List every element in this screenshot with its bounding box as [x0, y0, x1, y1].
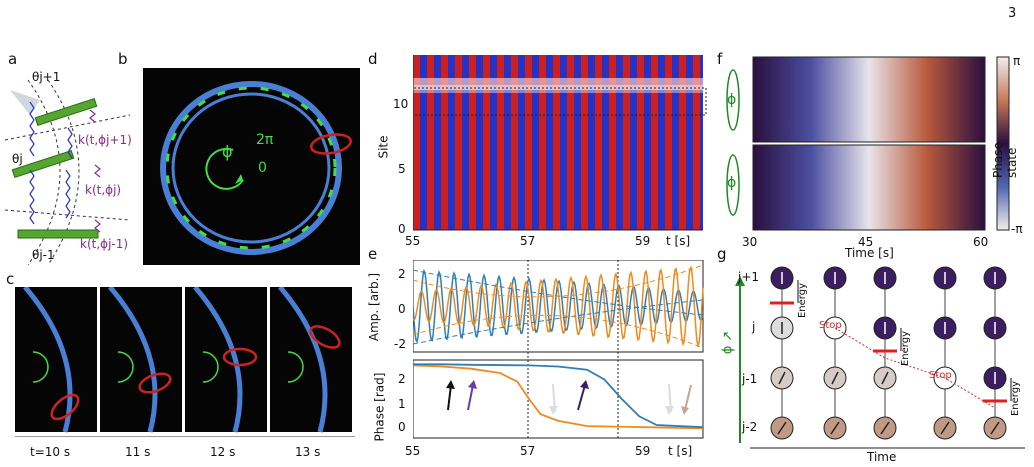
- f-cbar-bottom: -π: [1011, 222, 1023, 236]
- g-stop-1: Stop: [819, 320, 842, 331]
- e-bottom-ytick-0: 0: [398, 420, 406, 434]
- d-xunit: t [s]: [666, 234, 691, 248]
- panel-b-ring-photo: [143, 68, 360, 265]
- f-cbar-label: Phase state: [991, 142, 1019, 178]
- panel-a-schematic: [4, 79, 131, 266]
- e-top-ytick-m2: -2: [394, 337, 406, 351]
- phase-series-1: [413, 363, 704, 429]
- theta-j-minus-1: θj-1: [32, 248, 55, 262]
- force-j-plus-1: k(t,ϕj+1): [78, 133, 132, 147]
- theta-j: θj: [12, 152, 23, 166]
- ring-zero: 0: [258, 160, 267, 176]
- force-j-minus-1: k(t,ϕj-1): [80, 237, 129, 251]
- g-phi-axis: ϕ ↗: [720, 330, 736, 355]
- g-ylabel-j: j: [752, 320, 756, 334]
- d-xtick-55: 55: [405, 234, 421, 248]
- g-xlabel: Time: [867, 450, 897, 464]
- e-xtick-57: 57: [520, 444, 536, 458]
- d-ylabel: Site: [376, 135, 391, 159]
- e-xunit: t [s]: [668, 444, 693, 458]
- rod-j-minus-1: [17, 229, 99, 239]
- page-number: 3: [1008, 6, 1017, 21]
- rod-j: [11, 149, 75, 179]
- panel-f-heatmaps: [726, 56, 1010, 231]
- f-cbar-top: π: [1013, 54, 1021, 68]
- e-xtick-59: 59: [635, 444, 651, 458]
- e-bottom-ylabel: Phase [rad]: [372, 372, 387, 442]
- panel-label-d: d: [368, 50, 378, 68]
- f-phi-top: ϕ: [727, 92, 737, 108]
- g-energy-1: Energy: [797, 282, 809, 319]
- panel-label-a: a: [8, 50, 18, 68]
- f-xtick-60: 60: [973, 235, 989, 249]
- phase-series-0: [413, 364, 704, 430]
- g-ylabel-j-plus-1: j+1: [738, 270, 760, 284]
- snapshot-time-2: 12 s: [210, 445, 236, 459]
- f-xlabel: Time [s]: [845, 246, 894, 260]
- e-top-ytick-0: 0: [398, 302, 406, 316]
- panel-label-f: f: [717, 50, 723, 68]
- d-xtick-57: 57: [520, 234, 536, 248]
- panel-label-c: c: [6, 270, 15, 288]
- f-xtick-45: 45: [858, 235, 874, 249]
- force-j: k(t,ϕj): [85, 183, 122, 197]
- e-top-ytick-2: 2: [398, 267, 406, 281]
- theta-j-plus-1: θj+1: [32, 70, 61, 84]
- ring-2pi: 2π: [256, 132, 274, 148]
- g-ylabel-j-minus-2: j-2: [742, 420, 758, 434]
- panel-g-diagram: [735, 266, 1025, 449]
- ring-phi: ϕ: [222, 142, 233, 161]
- d-ytick-10: 10: [393, 97, 409, 111]
- rod-j-plus-1: [34, 97, 98, 127]
- g-energy-3: Energy: [1010, 380, 1022, 417]
- f-xtick-30: 30: [742, 235, 758, 249]
- e-bottom-ytick-2: 2: [398, 372, 406, 386]
- panel-e-plots: [413, 260, 704, 439]
- d-xtick-59: 59: [635, 234, 651, 248]
- panel-d-heatmap: [413, 55, 707, 231]
- snapshot-time-0: t=10 s: [30, 445, 71, 459]
- panel-c-snapshots: [15, 287, 355, 437]
- e-bottom-ytick-1: 1: [398, 397, 406, 411]
- snapshot-time-3: 13 s: [295, 445, 321, 459]
- d-ytick-0: 0: [398, 222, 406, 236]
- g-stop-2: Stop: [929, 370, 952, 381]
- e-xtick-55: 55: [405, 444, 421, 458]
- g-ylabel-j-minus-1: j-1: [742, 372, 758, 386]
- g-energy-2: Energy: [900, 330, 912, 367]
- d-ytick-5: 5: [398, 162, 406, 176]
- panel-label-b: b: [118, 50, 128, 68]
- e-top-ylabel: Amp. [arb.]: [367, 272, 382, 342]
- panel-label-e: e: [368, 245, 378, 263]
- f-phi-bottom: ϕ: [727, 175, 737, 191]
- panel-label-g: g: [717, 245, 727, 263]
- snapshot-time-1: 11 s: [125, 445, 151, 459]
